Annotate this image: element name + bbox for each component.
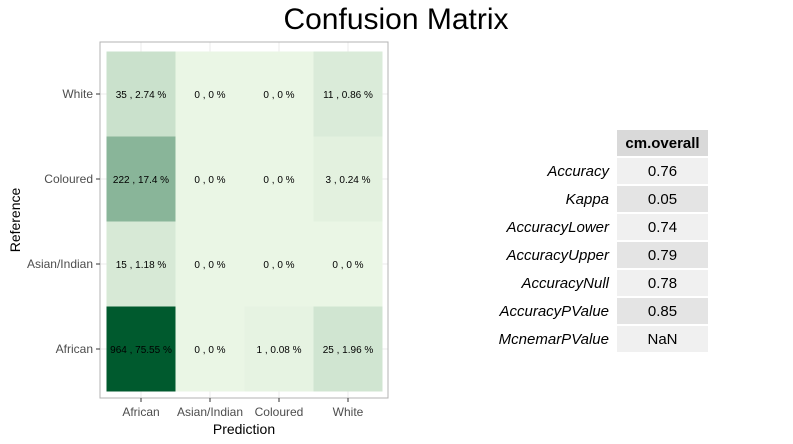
x-tick-label: Coloured <box>255 405 304 419</box>
cell-label: 1 , 0.08 % <box>256 345 301 356</box>
cell-label: 0 , 0 % <box>263 175 294 186</box>
stat-name: AccuracyNull <box>521 274 609 292</box>
heatmap-cell <box>313 136 383 222</box>
stat-name: AccuracyLower <box>506 218 609 236</box>
stat-value: 0.74 <box>617 214 708 240</box>
stat-value: 0.85 <box>617 298 708 324</box>
plot-panel-border <box>99 41 389 399</box>
cell-label: 11 , 0.86 % <box>323 90 373 101</box>
heatmap-cell <box>106 221 176 307</box>
cell-label: 15 , 1.18 % <box>116 260 167 271</box>
stat-value: 0.79 <box>617 242 708 268</box>
stat-name: AccuracyUpper <box>506 246 609 264</box>
y-tick-label: Coloured <box>44 172 93 186</box>
axis-ticks: African Asian/Indian Coloured White African A… <box>27 87 364 419</box>
stats-row-accuracy-pvalue: AccuracyPValue 0.85 <box>480 298 708 324</box>
heatmap-cell <box>313 51 383 137</box>
cell-label: 0 , 0 % <box>263 90 294 101</box>
y-tick-label: White <box>62 87 93 101</box>
cell-label: 3 , 0.24 % <box>325 175 370 186</box>
x-tick-label: White <box>333 405 364 419</box>
chart-title: Confusion Matrix <box>283 3 508 36</box>
heatmap-cell <box>175 136 245 222</box>
heatmap-cell <box>244 221 314 307</box>
stat-name: McnemarPValue <box>498 330 609 348</box>
stats-row-accuracy-null: AccuracyNull 0.78 <box>480 270 708 296</box>
heatmap-cell <box>106 306 176 392</box>
y-tick-label: African <box>56 342 93 356</box>
cell-label: 964 , 75.55 % <box>110 345 172 356</box>
stats-row-kappa: Kappa 0.05 <box>480 186 708 212</box>
x-tick-label: African <box>122 405 159 419</box>
stats-row-mcnemar-pvalue: McnemarPValue NaN <box>480 326 708 352</box>
heatmap-cell <box>313 306 383 392</box>
stats-row-accuracy-lower: AccuracyLower 0.74 <box>480 214 708 240</box>
y-tick-label: Asian/Indian <box>27 257 93 271</box>
stat-name: AccuracyPValue <box>499 302 610 320</box>
heatmap-cell <box>313 221 383 307</box>
cell-label: 0 , 0 % <box>194 175 225 186</box>
heatmap-cells: 35 , 2.74 % 0 , 0 % 0 , 0 % 11 , 0.86 % 222 … <box>106 51 383 392</box>
heatmap-cell <box>106 136 176 222</box>
heatmap-cell <box>244 136 314 222</box>
stats-row-accuracy-upper: AccuracyUpper 0.79 <box>480 242 708 268</box>
cell-label: 0 , 0 % <box>194 345 225 356</box>
cell-label: 0 , 0 % <box>332 260 363 271</box>
overall-stats-table: cm.overall Accuracy 0.76 Kappa 0.05 Accu… <box>480 128 708 354</box>
heatmap-cell <box>175 221 245 307</box>
stat-name: Accuracy <box>547 162 609 180</box>
y-axis-title: Reference <box>7 187 23 252</box>
cell-label: 0 , 0 % <box>194 90 225 101</box>
stat-value: 0.05 <box>617 186 708 212</box>
stats-row-accuracy: Accuracy 0.76 <box>480 158 708 184</box>
heatmap-cell <box>244 306 314 392</box>
stat-name: Kappa <box>565 190 609 208</box>
stat-value: 0.76 <box>617 158 708 184</box>
cell-label: 0 , 0 % <box>194 260 225 271</box>
cell-label: 0 , 0 % <box>263 260 294 271</box>
cell-label: 222 , 17.4 % <box>113 175 169 186</box>
stat-value: 0.78 <box>617 270 708 296</box>
stats-column-header: cm.overall <box>617 130 708 156</box>
cell-label: 25 , 1.96 % <box>323 345 374 356</box>
heatmap-cell <box>244 51 314 137</box>
heatmap-cell <box>106 51 176 137</box>
x-axis-title: Prediction <box>213 421 275 437</box>
heatmap-cell <box>175 51 245 137</box>
table-corner <box>480 130 617 156</box>
stat-value: NaN <box>617 326 708 352</box>
heatmap-cell <box>175 306 245 392</box>
cell-label: 35 , 2.74 % <box>116 90 167 101</box>
x-tick-label: Asian/Indian <box>177 405 243 419</box>
